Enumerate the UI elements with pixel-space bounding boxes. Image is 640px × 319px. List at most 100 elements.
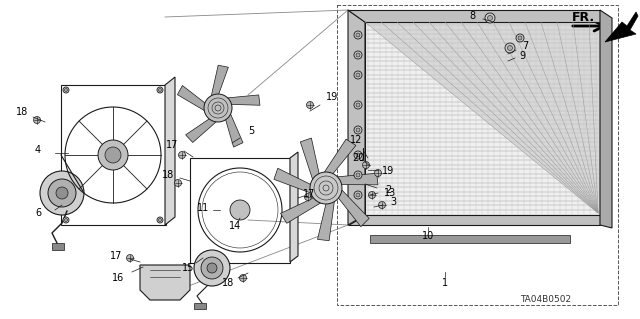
Circle shape [354,51,362,59]
Circle shape [207,263,217,273]
Circle shape [194,250,230,286]
Text: 14: 14 [229,221,241,231]
Text: 2: 2 [385,185,391,195]
Circle shape [65,219,67,221]
Circle shape [204,94,232,122]
Text: 15: 15 [182,263,194,273]
Circle shape [157,217,163,223]
Polygon shape [274,168,315,195]
Text: 7: 7 [522,41,528,51]
Circle shape [179,152,186,159]
Circle shape [157,87,163,93]
Circle shape [356,153,360,157]
Circle shape [354,126,362,134]
Text: 8: 8 [469,11,475,21]
Circle shape [378,202,385,209]
Circle shape [105,147,121,163]
Circle shape [374,169,381,176]
Circle shape [33,116,40,123]
Bar [52,243,64,250]
Circle shape [354,151,362,159]
Text: TA04B0502: TA04B0502 [520,295,571,305]
Circle shape [65,88,67,92]
Circle shape [63,217,69,223]
Polygon shape [300,138,320,183]
Text: 4: 4 [35,145,41,155]
Circle shape [356,73,360,77]
Polygon shape [177,85,209,113]
Circle shape [354,191,362,199]
Text: 5: 5 [248,126,254,136]
Circle shape [310,172,342,204]
Polygon shape [365,22,600,215]
Circle shape [230,200,250,220]
Circle shape [356,103,360,107]
Circle shape [56,187,68,199]
Circle shape [516,34,524,42]
Circle shape [159,88,161,92]
Text: 17: 17 [166,140,178,150]
Circle shape [98,140,128,170]
Polygon shape [322,139,356,176]
Text: 3: 3 [390,197,396,207]
Circle shape [356,128,360,132]
Text: 17: 17 [303,189,315,199]
Text: 18: 18 [16,107,28,117]
Circle shape [354,71,362,79]
Text: 17: 17 [110,251,122,261]
Polygon shape [348,10,600,22]
Circle shape [63,87,69,93]
Circle shape [40,171,84,215]
Text: 16: 16 [112,273,124,283]
Circle shape [485,13,495,23]
Circle shape [488,16,493,20]
Polygon shape [225,109,243,147]
Bar [194,303,206,309]
Circle shape [356,173,360,177]
Circle shape [356,193,360,197]
Circle shape [48,179,76,207]
Bar [190,158,290,263]
Polygon shape [317,197,335,241]
Polygon shape [211,65,228,100]
Polygon shape [333,173,378,185]
Polygon shape [186,117,220,143]
Text: 19: 19 [382,166,394,176]
Polygon shape [600,10,612,228]
Text: FR.: FR. [572,11,595,24]
Polygon shape [365,22,600,215]
Bar [337,5,618,305]
Polygon shape [605,12,638,42]
Circle shape [362,161,369,168]
Polygon shape [280,197,324,223]
Polygon shape [165,77,175,225]
Circle shape [307,101,314,108]
Circle shape [369,191,376,198]
Circle shape [239,275,246,281]
Circle shape [356,53,360,57]
Polygon shape [337,187,369,227]
Text: 13: 13 [384,188,396,198]
Polygon shape [348,215,600,225]
Circle shape [354,31,362,39]
Text: 1: 1 [442,278,448,288]
Polygon shape [140,265,190,300]
Circle shape [518,36,522,40]
Polygon shape [290,152,298,262]
Text: 9: 9 [519,51,525,61]
Circle shape [159,219,161,221]
Text: 19: 19 [326,92,338,102]
Circle shape [356,33,360,37]
Circle shape [354,171,362,179]
Text: 11: 11 [197,203,209,213]
Text: 20: 20 [352,153,364,163]
Circle shape [175,180,182,187]
Circle shape [508,46,513,50]
Circle shape [201,257,223,279]
Polygon shape [348,10,365,225]
Circle shape [354,101,362,109]
Text: 12: 12 [350,135,362,145]
Polygon shape [223,95,260,105]
Bar [370,235,570,243]
Text: 6: 6 [35,208,41,218]
